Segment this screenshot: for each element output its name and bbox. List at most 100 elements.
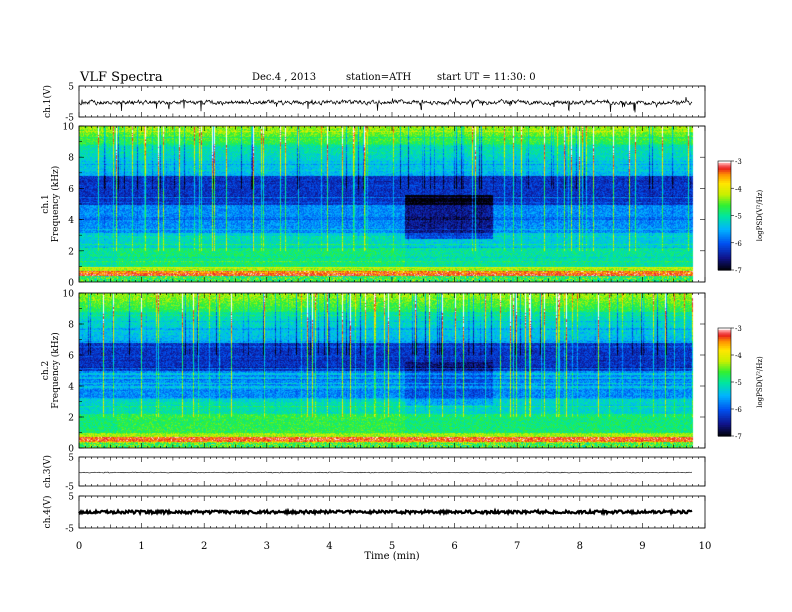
ch1-spectrogram-colorbar-tick-label: -4 xyxy=(735,185,742,193)
start-ut-label: start UT = 11:30: 0 xyxy=(437,72,536,83)
ch1-spectrogram-colorbar-step xyxy=(718,166,731,169)
ch1-spectrogram-colorbar-step xyxy=(718,177,731,180)
time-axis-label: Time (min) xyxy=(364,551,419,562)
ch2-spectrogram-ylabel-frequency: Frequency (kHz) xyxy=(50,332,61,409)
ch2-spectrogram-colorbar-step xyxy=(718,353,731,356)
ch2-spectrogram-colorbar-step xyxy=(718,342,731,345)
time-tick-label: 1 xyxy=(138,541,144,552)
ch2-spectrogram-ytick-label: 8 xyxy=(68,321,74,331)
ch2-spectrogram-colorbar-step xyxy=(718,414,731,417)
ch2-spectrogram-colorbar-step xyxy=(718,398,731,401)
ch2-spectrogram-colorbar-step xyxy=(718,394,731,397)
ch4-waveform-trace xyxy=(78,507,693,517)
ch2-spectrogram-colorbar-step xyxy=(718,360,731,363)
time-tick-label: 7 xyxy=(514,541,520,552)
ch2-spectrogram-ytick-label: 6 xyxy=(68,352,74,362)
ch2-spectrogram-colorbar-step xyxy=(718,380,731,383)
date-label: Dec.4 , 2013 xyxy=(252,72,317,83)
ch2-spectrogram-colorbar-step xyxy=(718,428,731,432)
ch1-spectrogram-colorbar-step xyxy=(718,222,731,226)
ch1-spectrogram-colorbar-tick-label: -7 xyxy=(735,267,742,275)
ch4-waveform-ytick-label: 5 xyxy=(68,493,74,503)
ch2-spectrogram-colorbar-label: logPSD(V²/Hz) xyxy=(756,356,764,408)
ch1-spectrogram-colorbar-step xyxy=(718,262,731,266)
ch2-spectrogram-colorbar-step xyxy=(718,367,731,370)
ch1-spectrogram-colorbar-step xyxy=(718,179,731,182)
ch2-spectrogram-colorbar-step xyxy=(718,412,731,415)
ch2-spectrogram-colorbar-step xyxy=(718,410,731,414)
ch1-spectrogram-colorbar-step xyxy=(718,175,731,178)
ch2-spectrogram-ytick-label: 2 xyxy=(68,414,74,424)
ch2-spectrogram-colorbar-step xyxy=(718,331,731,334)
ch1-spectrogram-ytick-label: 6 xyxy=(68,185,74,195)
ch1-spectrogram-colorbar-label: logPSD(V²/Hz) xyxy=(756,189,764,241)
station-label: station=ATH xyxy=(346,72,412,83)
ch2-spectrogram-colorbar-tick-label: -6 xyxy=(735,406,742,414)
ch2-spectrogram-colorbar-step xyxy=(718,432,731,435)
ch2-spectrogram-colorbar-step xyxy=(718,351,731,354)
ch2-spectrogram-colorbar-step xyxy=(718,403,731,406)
ch2-spectrogram-colorbar-step xyxy=(718,392,731,396)
time-axis: 0 1 2 3 4 5 6 7 8 9 10 Time (min) xyxy=(76,541,712,562)
ch1-spectrogram-colorbar-step xyxy=(718,235,731,238)
ch2-spectrogram-colorbar-step xyxy=(718,423,731,426)
time-tick-label: 4 xyxy=(326,541,332,552)
ch2-spectrogram-colorbar-tick-label: -7 xyxy=(735,433,742,441)
ch1-spectrogram-colorbar-step xyxy=(718,171,731,175)
ch2-spectrogram-colorbar-step xyxy=(718,340,731,343)
ch1-spectrogram-colorbar-step xyxy=(718,220,731,224)
ch2-spectrogram-ytick-label: 0 xyxy=(68,445,74,455)
ch2-spectrogram-colorbar-step xyxy=(718,409,731,412)
ch2-spectrogram-colorbar-step xyxy=(718,407,731,410)
ch1-spectrogram-colorbar-step xyxy=(718,230,731,233)
ch1-spectrogram-colorbar-step xyxy=(718,239,731,242)
ch2-spectrogram-colorbar-step xyxy=(718,373,731,376)
ch1-spectrogram-colorbar-step xyxy=(718,199,731,202)
ch1-spectrogram-colorbar-step xyxy=(718,248,731,251)
ch4-waveform-panel: 5 -5 ch.4(V) xyxy=(42,493,706,535)
ch1-spectrogram-colorbar-step xyxy=(718,186,731,189)
ch2-spectrogram-ytick-label: 10 xyxy=(63,290,75,300)
ch1-spectrogram-colorbar-step xyxy=(718,231,731,235)
ch2-spectrogram-colorbar-step xyxy=(718,430,731,433)
ch2-spectrogram-colorbar-step xyxy=(718,427,731,430)
ch1-spectrogram-colorbar-step xyxy=(718,191,731,195)
ch2-spectrogram-colorbar: -3 -4 -5 -6 -7 logPSD(V²/Hz) xyxy=(717,325,764,441)
ch2-spectrogram-colorbar-step xyxy=(718,391,731,394)
ch1-spectrogram-colorbar-step xyxy=(718,224,731,227)
ch1-spectrogram-colorbar: -3 -4 -5 -6 -7 logPSD(V²/Hz) xyxy=(717,158,764,275)
ch1-spectrogram-colorbar-tick-label: -3 xyxy=(735,158,742,166)
ch1-spectrogram-colorbar-step xyxy=(718,184,731,188)
ch1-spectrogram-colorbar-step xyxy=(718,259,731,262)
ch1-spectrogram-image xyxy=(79,126,705,282)
ch1-spectrogram-colorbar-step xyxy=(718,204,731,208)
ch3-waveform-ytick-label: -5 xyxy=(65,483,74,493)
ch2-spectrogram-ylabel-channel: ch.2 xyxy=(41,361,51,380)
ch1-spectrogram-ylabel-frequency: Frequency (kHz) xyxy=(50,166,61,243)
ch2-spectrogram-ytick-label: 4 xyxy=(68,383,74,393)
ch2-spectrogram-colorbar-step xyxy=(718,329,731,333)
ch2-spectrogram-colorbar-step xyxy=(718,347,731,351)
ch1-waveform-trace xyxy=(78,96,693,113)
ch1-spectrogram-ylabel-channel: ch.1 xyxy=(41,194,51,213)
ch2-spectrogram-colorbar-tick-label: -5 xyxy=(735,379,742,387)
ch4-waveform-ylabel: ch.4(V) xyxy=(42,496,53,529)
ch2-spectrogram-colorbar-step xyxy=(718,362,731,365)
ch1-spectrogram-colorbar-step xyxy=(718,197,731,200)
ch2-spectrogram-colorbar-step xyxy=(718,364,731,367)
ch2-spectrogram-colorbar-step xyxy=(718,335,731,338)
ch1-spectrogram-colorbar-step xyxy=(718,162,731,166)
ch1-spectrogram-panel: 0 2 4 6 8 10 ch.1 Frequency (kHz) -3 -4 -5 -6 -7 logP… xyxy=(41,123,764,289)
ch1-spectrogram-colorbar-step xyxy=(718,161,731,164)
ch2-spectrogram-colorbar-step xyxy=(718,378,731,381)
ch2-spectrogram-colorbar-tick-label: -4 xyxy=(735,352,742,360)
ch2-spectrogram-colorbar-step xyxy=(718,385,731,388)
ch1-spectrogram-colorbar-step xyxy=(718,219,731,222)
ch1-spectrogram-colorbar-step xyxy=(718,250,731,253)
time-tick-label: 9 xyxy=(639,541,645,552)
ch1-spectrogram-colorbar-step xyxy=(718,244,731,247)
ch1-waveform-panel: 5 -5 ch.1(V) xyxy=(42,83,706,124)
ch1-spectrogram-colorbar-step xyxy=(718,228,731,231)
ch3-waveform-panel: 5 -5 ch.3(V) xyxy=(42,454,706,493)
